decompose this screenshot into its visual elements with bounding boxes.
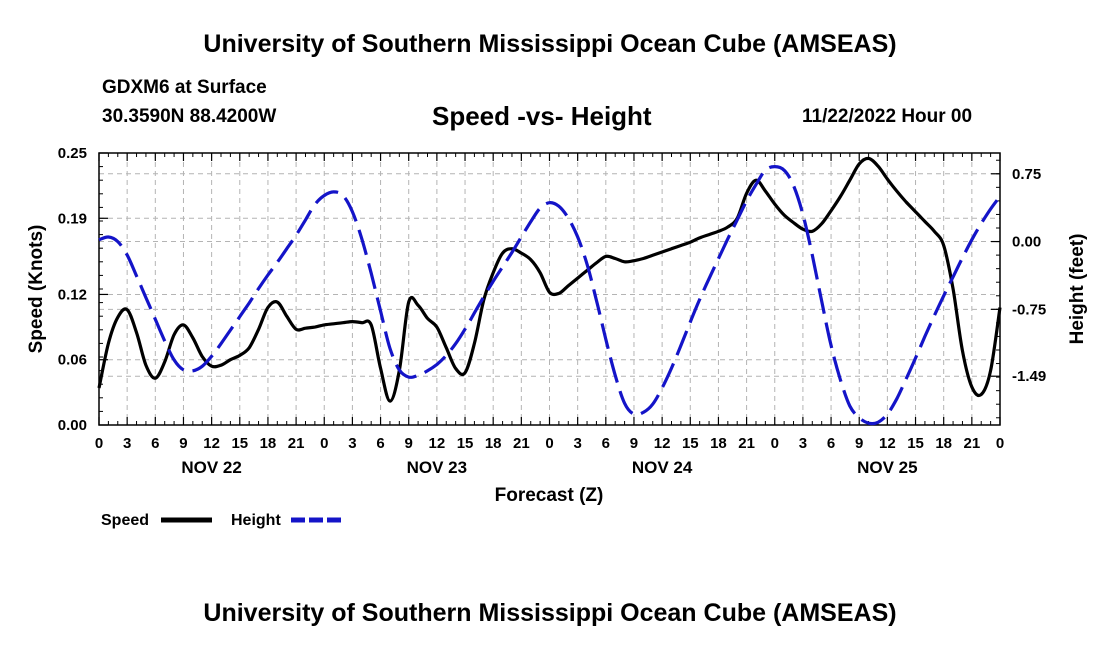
day-label: NOV 23 [407, 458, 467, 477]
x-tick-label: 15 [682, 435, 699, 452]
y2-axis-label: Height (feet) [1067, 234, 1088, 345]
x-tick-label: 3 [799, 435, 807, 452]
x-tick-label: 0 [771, 435, 779, 452]
day-label: NOV 25 [857, 458, 917, 477]
y2-tick-label: 0.00 [1012, 234, 1041, 251]
x-tick-label: 21 [738, 435, 755, 452]
main-title: University of Southern Mississippi Ocean… [203, 30, 897, 58]
y-tick-label: 0.25 [58, 145, 87, 162]
x-tick-label: 12 [654, 435, 671, 452]
axis-layer: 0 3 6 9 12 15 18 21 0 3 6 9 12 15 18 21 0 3 6 9 12 15 18 21 0 3 6 9… [58, 145, 1046, 477]
x-tick-label: 3 [348, 435, 356, 452]
x-tick-label: 21 [513, 435, 530, 452]
x-tick-label: 21 [288, 435, 305, 452]
grid-layer [99, 153, 1000, 425]
y-tick-label: 0.19 [58, 210, 87, 227]
y-tick-label: 0.06 [58, 352, 87, 369]
x-tick-label: 3 [573, 435, 581, 452]
x-tick-label: 6 [151, 435, 159, 452]
forecast-date-label: 11/22/2022 Hour 00 [802, 106, 973, 127]
speed-height-chart: 0 3 6 9 12 15 18 21 0 3 6 9 12 15 18 21 0 3 6 9 12 15 18 21 0 3 6 9… [26, 145, 1088, 529]
x-tick-label: 18 [260, 435, 277, 452]
x-axis-label: Forecast (Z) [495, 485, 604, 506]
footer-title: University of Southern Mississippi Ocean… [203, 599, 897, 627]
legend: Speed Height [101, 512, 342, 529]
y2-tick-label: -0.75 [1012, 301, 1046, 318]
x-tick-label: 15 [231, 435, 248, 452]
x-tick-label: 0 [320, 435, 328, 452]
day-label: NOV 24 [632, 458, 693, 477]
x-tick-label: 9 [179, 435, 187, 452]
x-tick-label: 9 [405, 435, 413, 452]
station-label: GDXM6 at Surface [102, 77, 267, 98]
x-tick-label: 6 [602, 435, 610, 452]
x-tick-label: 12 [429, 435, 446, 452]
y-tick-label: 0.12 [58, 286, 87, 303]
x-tick-label: 3 [123, 435, 131, 452]
x-tick-label: 12 [879, 435, 896, 452]
coordinates-label: 30.3590N 88.4200W [102, 106, 277, 127]
x-tick-label: 0 [996, 435, 1004, 452]
legend-height-label: Height [231, 512, 281, 529]
x-tick-label: 18 [935, 435, 952, 452]
chart-title: Speed -vs- Height [432, 101, 652, 131]
x-tick-label: 0 [545, 435, 553, 452]
y2-tick-label: -1.49 [1012, 368, 1046, 385]
x-tick-label: 12 [203, 435, 220, 452]
x-tick-label: 15 [907, 435, 924, 452]
x-tick-label: 6 [376, 435, 384, 452]
speed-series-line [97, 156, 1002, 403]
x-tick-label: 0 [95, 435, 103, 452]
y-tick-label: 0.00 [58, 417, 87, 434]
legend-speed-label: Speed [101, 512, 149, 529]
x-tick-label: 18 [710, 435, 727, 452]
x-tick-label: 9 [630, 435, 638, 452]
day-label: NOV 22 [181, 458, 241, 477]
y2-tick-label: 0.75 [1012, 166, 1041, 183]
series-layer [97, 156, 1002, 426]
x-tick-label: 18 [485, 435, 502, 452]
x-tick-label: 21 [964, 435, 981, 452]
x-tick-label: 6 [827, 435, 835, 452]
x-tick-label: 15 [457, 435, 474, 452]
height-series-line [98, 165, 1002, 426]
x-tick-label: 9 [855, 435, 863, 452]
y-axis-label: Speed (Knots) [26, 225, 47, 354]
